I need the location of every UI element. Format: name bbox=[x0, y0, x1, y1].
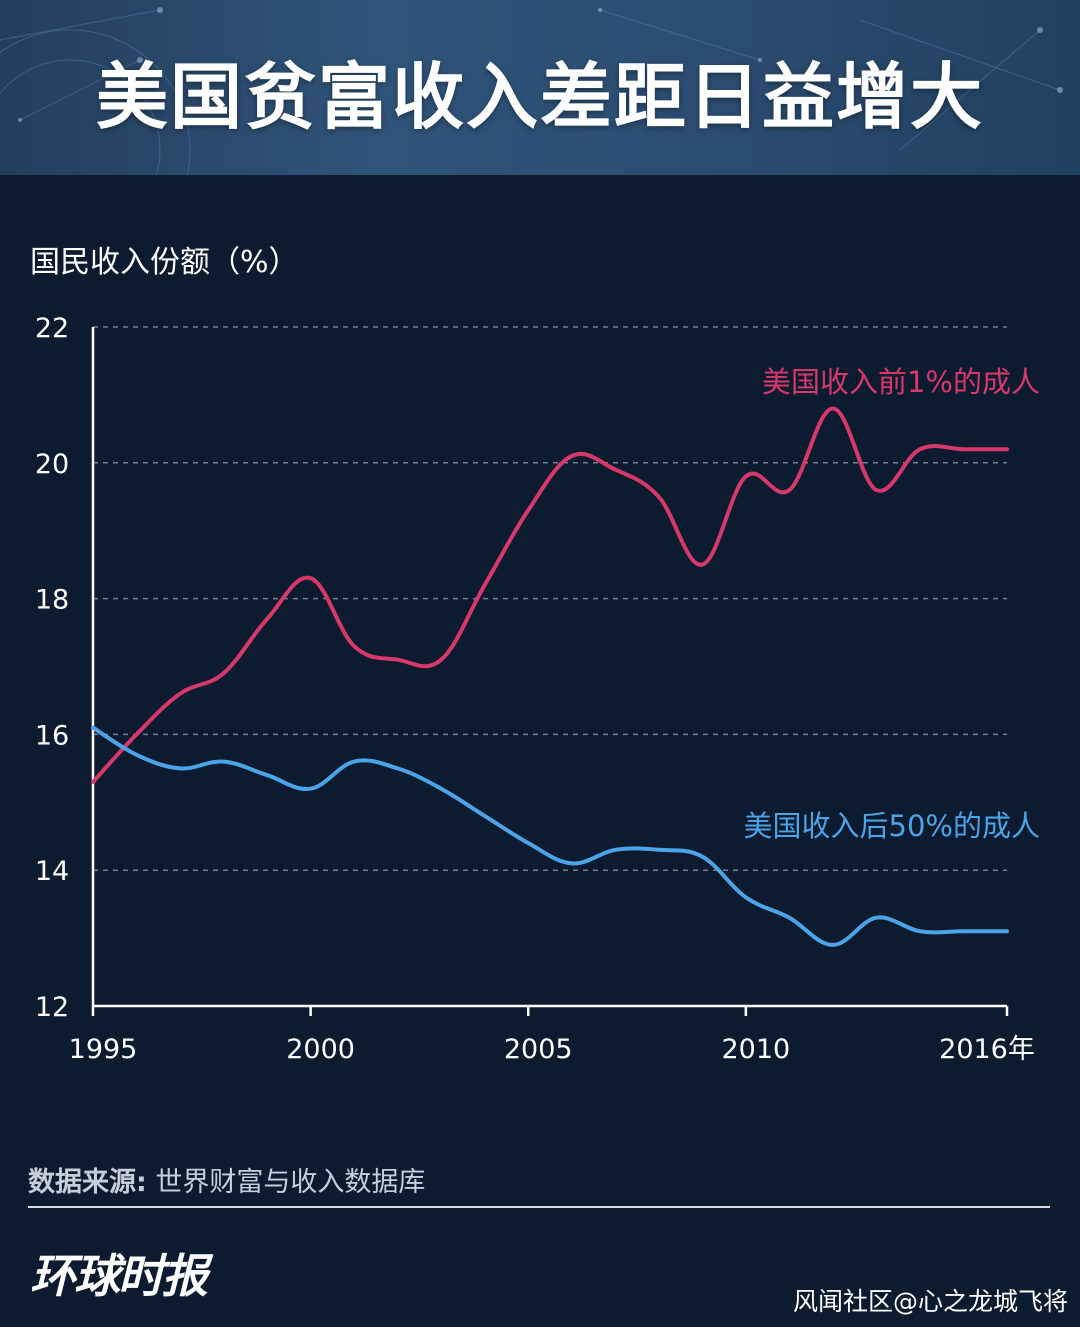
x-tick-label-1995: 1995 bbox=[69, 1034, 138, 1065]
y-tick-label-22: 22 bbox=[35, 313, 69, 344]
x-tick-label-2000: 2000 bbox=[286, 1034, 355, 1065]
y-tick-label-16: 16 bbox=[35, 720, 69, 751]
chart-title: 美国贫富收入差距日益增大 bbox=[95, 55, 984, 139]
footer-divider bbox=[28, 1206, 1050, 1208]
series-label-1: 美国收入后50%的成人 bbox=[744, 809, 1040, 843]
y-tick-label-20: 20 bbox=[35, 449, 69, 480]
series-label-0: 美国收入前1%的成人 bbox=[762, 365, 1040, 399]
community-credit: 风闻社区@心之龙城飞将 bbox=[792, 1287, 1068, 1316]
y-axis-label: 国民收入份额（%） bbox=[30, 245, 299, 280]
y-tick-label-12: 12 bbox=[35, 992, 69, 1023]
x-tick-label-2010: 2010 bbox=[721, 1034, 790, 1065]
publisher-logo: 环球时报 bbox=[30, 1249, 208, 1303]
y-tick-label-18: 18 bbox=[35, 585, 69, 616]
header-network-decoration bbox=[0, 7, 1063, 175]
x-tick-label-2016: 2016年 bbox=[939, 1034, 1035, 1065]
header-banner: 美国贫富收入差距日益增大 bbox=[0, 0, 1080, 175]
line-chart: 12 14 16 18 20 22 1995 2000 2005 2010 2016年 美国收入前1%… bbox=[35, 313, 1040, 1065]
y-tick-label-14: 14 bbox=[35, 856, 69, 887]
series-line-0 bbox=[91, 406, 1009, 784]
x-tick-label-2005: 2005 bbox=[504, 1034, 573, 1065]
source-text: 世界财富与收入数据库 bbox=[146, 1167, 426, 1198]
series-line-1 bbox=[91, 725, 1009, 947]
source-note: 数据来源: 世界财富与收入数据库 bbox=[28, 1160, 425, 1199]
source-label: 数据来源: bbox=[28, 1167, 147, 1198]
